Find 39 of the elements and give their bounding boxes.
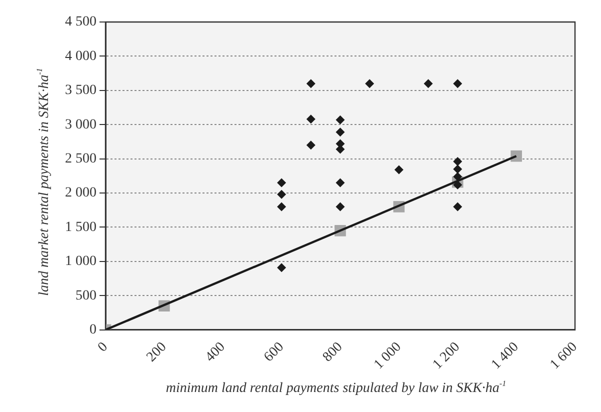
y-tick-label: 2 500	[65, 151, 96, 166]
point	[453, 172, 462, 182]
y-tick-label: 500	[76, 288, 96, 304]
x-tick-label: 0	[95, 340, 111, 356]
point	[277, 190, 286, 199]
point	[277, 178, 286, 188]
y-tick-label: 3 500	[65, 83, 96, 98]
y-tick-label: 0	[90, 322, 96, 338]
point	[277, 263, 286, 272]
y-tick-label: 1 000	[65, 254, 96, 270]
x-tick-label: 600	[262, 340, 287, 366]
y-tick-label: 2 000	[65, 186, 96, 201]
x-tick-label: 800	[320, 340, 346, 366]
y-tick-label: 3 000	[65, 117, 96, 132]
y-tick-label: 4 500	[65, 14, 96, 30]
point	[277, 202, 286, 212]
y-tick-label: 4 000	[65, 48, 96, 64]
x-tick-label: 1 400	[488, 340, 522, 372]
point	[336, 128, 345, 137]
x-tick-label: 1 200	[430, 340, 464, 372]
point	[365, 79, 374, 88]
point	[453, 202, 462, 212]
x-axis-title: minimum land rental payments stipulated by law in SKK·ha$^{-1}$	[166, 379, 506, 397]
point	[306, 114, 316, 124]
x-tick-label: 400	[202, 340, 228, 366]
point	[336, 178, 345, 188]
point	[336, 115, 345, 124]
x-tick-label: 1 000	[371, 340, 404, 372]
point	[453, 164, 462, 174]
point	[453, 79, 462, 88]
point	[306, 79, 316, 88]
x-tick-label: 200	[144, 340, 170, 366]
point	[336, 202, 345, 212]
point	[306, 140, 316, 150]
point	[424, 79, 433, 88]
y-tick-label: 1 500	[65, 220, 96, 235]
x-tick-label: 1 600	[548, 340, 580, 372]
point	[453, 157, 462, 166]
point	[394, 165, 404, 174]
